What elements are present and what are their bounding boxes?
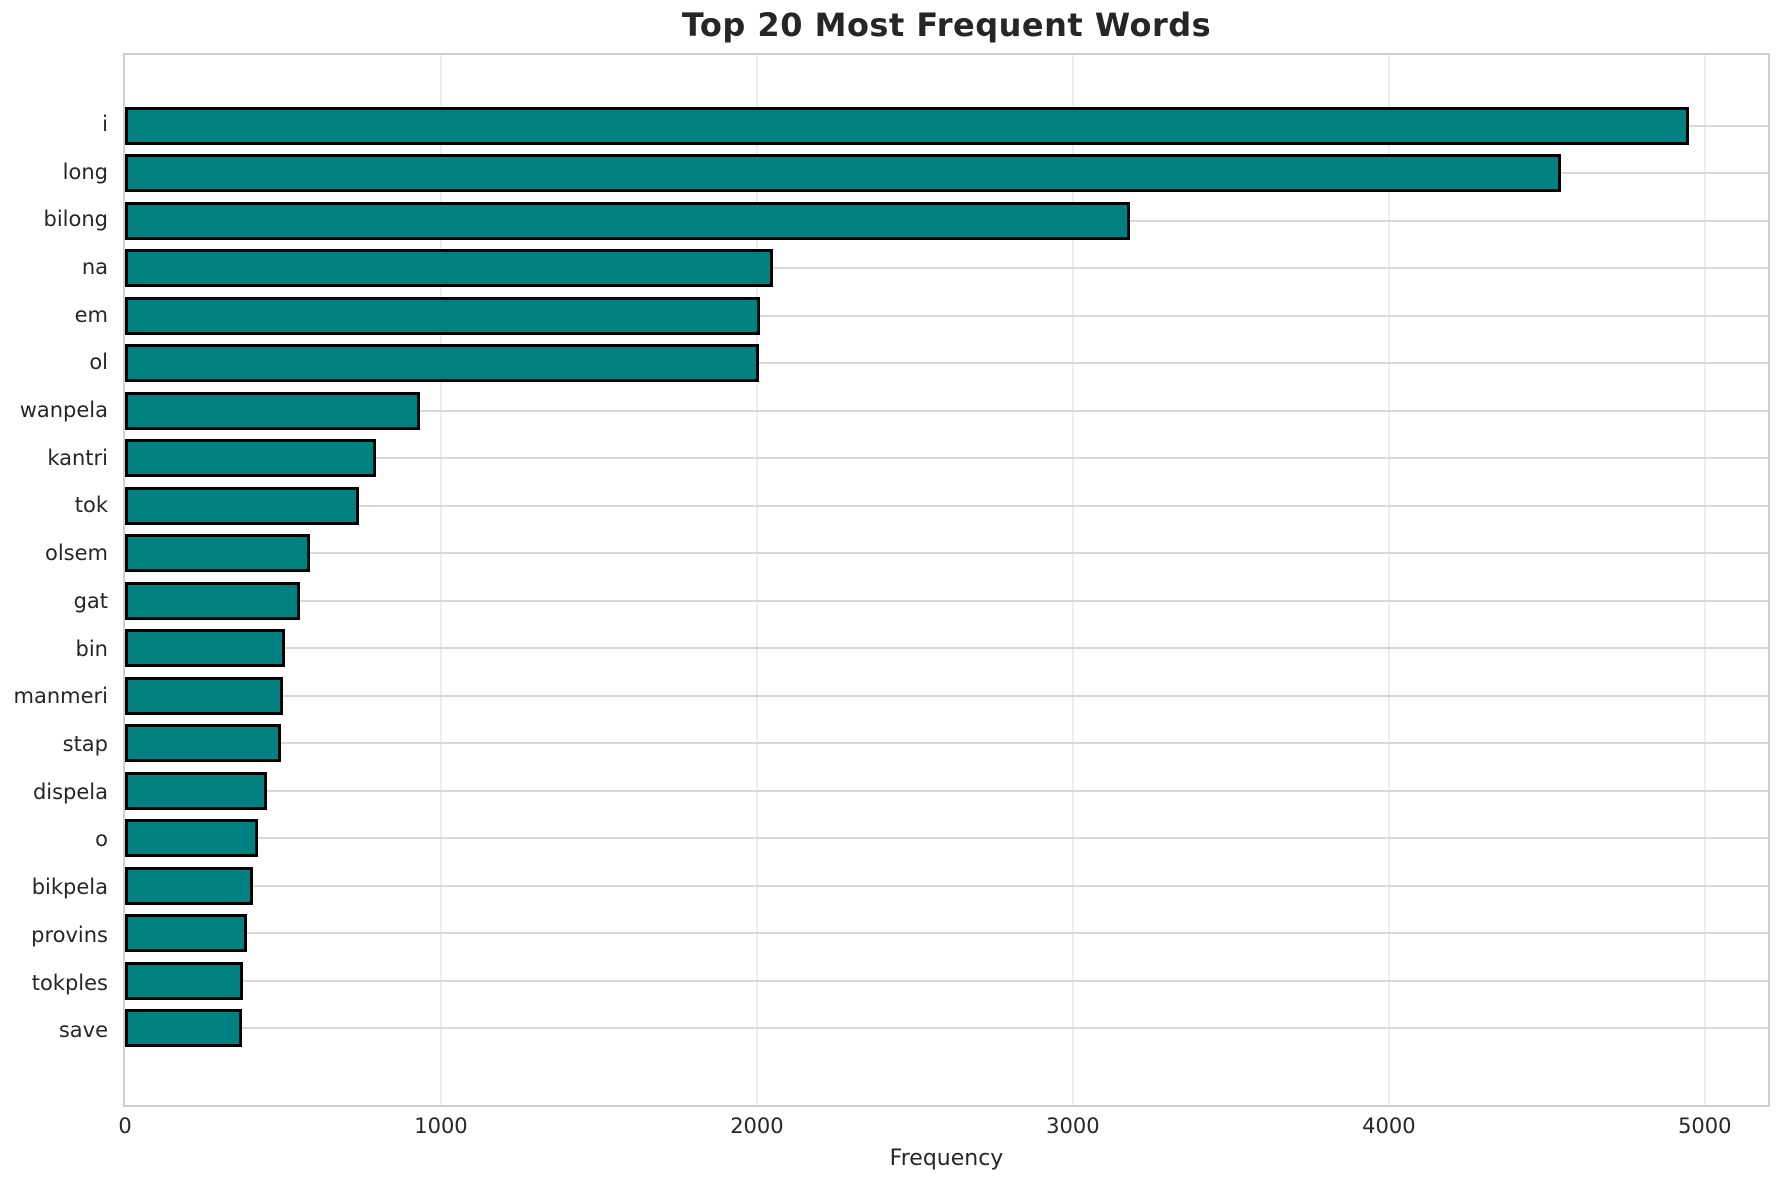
ytick-label-bilong: bilong bbox=[43, 207, 109, 232]
ytick-label-provins: provins bbox=[31, 922, 108, 947]
bar-em bbox=[125, 296, 761, 335]
bar-provins bbox=[125, 914, 247, 953]
ytick-label-bikpela: bikpela bbox=[31, 875, 108, 900]
y-gridline-wanpela bbox=[125, 409, 1768, 412]
bar-bilong bbox=[125, 201, 1130, 240]
x-gridline-5000 bbox=[1703, 55, 1706, 1105]
x-axis-label: Frequency bbox=[889, 1146, 1004, 1171]
xtick-label-4000: 4000 bbox=[1362, 1114, 1416, 1138]
y-gridline-manmeri bbox=[125, 694, 1768, 697]
plot-area bbox=[123, 53, 1770, 1107]
bar-row-bin bbox=[125, 625, 1768, 673]
bar-dispela bbox=[125, 771, 268, 810]
chart-title: Top 20 Most Frequent Words bbox=[681, 6, 1212, 44]
bar-stap bbox=[125, 724, 282, 763]
ytick-label-dispela: dispela bbox=[32, 779, 108, 804]
bar-tok bbox=[125, 486, 359, 525]
bar-row-ol bbox=[125, 340, 1768, 388]
y-gridline-tok bbox=[125, 504, 1768, 507]
bar-row-stap bbox=[125, 720, 1768, 768]
y-gridline-stap bbox=[125, 742, 1768, 745]
bar-save bbox=[125, 1009, 242, 1048]
xtick-label-0: 0 bbox=[118, 1114, 132, 1138]
ytick-label-manmeri: manmeri bbox=[13, 684, 108, 709]
bar-row-i bbox=[125, 102, 1768, 150]
ytick-label-bin: bin bbox=[75, 636, 108, 661]
bar-gat bbox=[125, 581, 301, 620]
y-gridline-bin bbox=[125, 647, 1768, 650]
y-gridline-em bbox=[125, 314, 1768, 317]
ytick-label-kantri: kantri bbox=[47, 445, 108, 470]
xtick-label-2000: 2000 bbox=[730, 1114, 784, 1138]
bar-row-save bbox=[125, 1005, 1768, 1053]
ytick-label-na: na bbox=[81, 254, 108, 279]
y-gridline-provins bbox=[125, 932, 1768, 935]
bar-row-long bbox=[125, 150, 1768, 198]
ytick-label-tokples: tokples bbox=[31, 970, 108, 995]
ytick-label-olsem: olsem bbox=[45, 541, 108, 566]
y-gridline-tokples bbox=[125, 979, 1768, 982]
x-gridline-2000 bbox=[755, 55, 758, 1105]
ytick-label-i: i bbox=[102, 111, 108, 136]
bar-rows bbox=[125, 55, 1768, 1105]
bar-bin bbox=[125, 629, 285, 668]
x-gridline-1000 bbox=[439, 55, 442, 1105]
xtick-label-3000: 3000 bbox=[1046, 1114, 1100, 1138]
ytick-label-tok: tok bbox=[74, 493, 108, 518]
y-axis-tick-labels: i long bilong na em ol wanpela kantri tok olsem ga… bbox=[0, 53, 108, 1107]
bar-tokples bbox=[125, 961, 244, 1000]
bar-row-dispela bbox=[125, 767, 1768, 815]
bar-row-tokples bbox=[125, 957, 1768, 1005]
bar-long bbox=[125, 154, 1562, 193]
ytick-label-wanpela: wanpela bbox=[19, 398, 108, 423]
ytick-label-stap: stap bbox=[62, 731, 108, 756]
bar-o bbox=[125, 819, 258, 858]
bar-row-o bbox=[125, 815, 1768, 863]
y-gridline-gat bbox=[125, 599, 1768, 602]
bar-ol bbox=[125, 344, 759, 383]
bar-bikpela bbox=[125, 866, 253, 905]
y-gridline-o bbox=[125, 837, 1768, 840]
y-gridline-save bbox=[125, 1027, 1768, 1030]
x-gridline-4000 bbox=[1387, 55, 1390, 1105]
bar-kantri bbox=[125, 439, 377, 478]
ytick-label-long: long bbox=[62, 159, 108, 184]
y-gridline-olsem bbox=[125, 552, 1768, 555]
y-gridline-dispela bbox=[125, 789, 1768, 792]
y-gridline-kantri bbox=[125, 457, 1768, 460]
bar-olsem bbox=[125, 534, 310, 573]
bar-i bbox=[125, 106, 1689, 145]
bar-row-na bbox=[125, 245, 1768, 293]
x-axis-tick-labels: 0 1000 2000 3000 4000 5000 bbox=[118, 1114, 1768, 1144]
ytick-label-o: o bbox=[95, 827, 108, 852]
bar-row-wanpela bbox=[125, 387, 1768, 435]
ytick-label-save: save bbox=[58, 1018, 108, 1043]
bar-manmeri bbox=[125, 676, 283, 715]
bar-row-gat bbox=[125, 577, 1768, 625]
bar-row-em bbox=[125, 292, 1768, 340]
y-gridline-ol bbox=[125, 362, 1768, 365]
bar-row-olsem bbox=[125, 530, 1768, 578]
bar-row-provins bbox=[125, 910, 1768, 958]
xtick-label-1000: 1000 bbox=[414, 1114, 468, 1138]
y-gridline-bikpela bbox=[125, 884, 1768, 887]
bar-na bbox=[125, 249, 773, 288]
bar-row-kantri bbox=[125, 435, 1768, 483]
bar-row-bilong bbox=[125, 197, 1768, 245]
ytick-label-em: em bbox=[74, 302, 108, 327]
ytick-label-ol: ol bbox=[89, 350, 108, 375]
bar-row-manmeri bbox=[125, 672, 1768, 720]
ytick-label-gat: gat bbox=[73, 588, 108, 613]
x-gridline-3000 bbox=[1071, 55, 1074, 1105]
bar-wanpela bbox=[125, 391, 421, 430]
bar-row-tok bbox=[125, 482, 1768, 530]
bar-row-bikpela bbox=[125, 862, 1768, 910]
xtick-label-5000: 5000 bbox=[1678, 1114, 1732, 1138]
y-gridline-na bbox=[125, 267, 1768, 270]
